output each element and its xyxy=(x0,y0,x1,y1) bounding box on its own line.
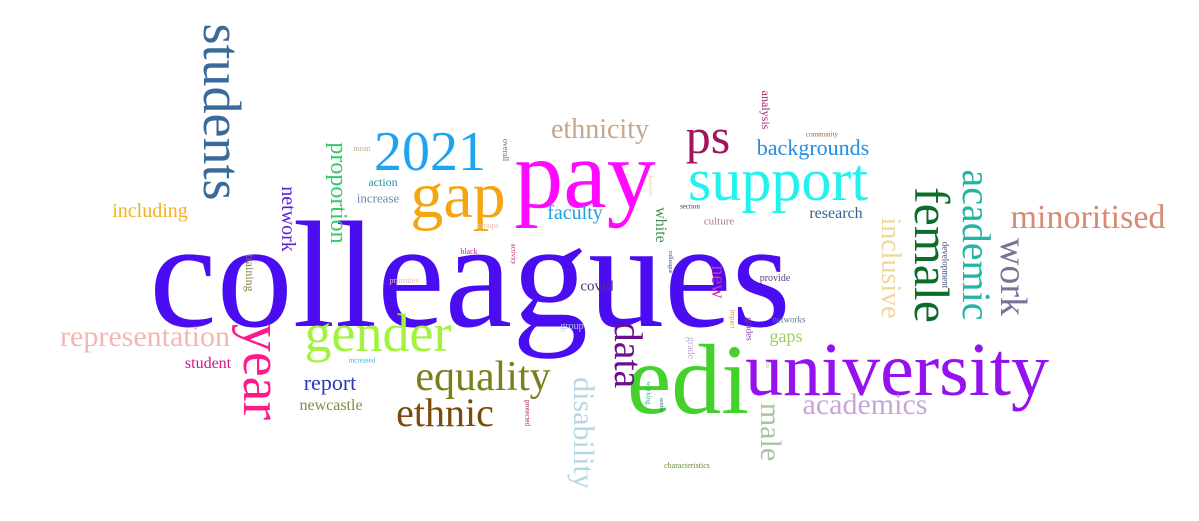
word-ethnic: ethnic xyxy=(396,390,494,435)
word-2021: 2021 xyxy=(374,121,486,183)
word-ethnicity: ethnicity xyxy=(551,114,649,145)
word-newcastle: newcastle xyxy=(299,397,363,414)
word-work: work xyxy=(992,237,1034,317)
word-students: students xyxy=(192,23,252,201)
word-network: network xyxy=(277,186,299,252)
word-training: training xyxy=(243,254,257,292)
word-equality: equality xyxy=(415,354,551,400)
word-covid: covid xyxy=(580,278,614,295)
word-colleague: colleague xyxy=(667,250,673,274)
word-section: section xyxy=(680,202,700,211)
word-faculty: faculty xyxy=(547,202,603,224)
word-provide: provide xyxy=(759,273,791,284)
word-lm: lm xyxy=(764,361,770,369)
word-ps: ps xyxy=(685,108,731,164)
word-culture: culture xyxy=(703,215,735,228)
word-university: university xyxy=(745,328,1049,412)
word-backgrounds: backgrounds xyxy=(756,135,870,160)
word-senior: senior xyxy=(658,397,664,413)
word-student: student xyxy=(184,355,232,372)
word-disability: disability xyxy=(567,377,600,489)
word-analysis: analysis xyxy=(759,90,773,130)
word-gap: gap xyxy=(410,159,506,232)
word-proportion: proportion xyxy=(325,142,351,244)
word-research: research xyxy=(809,205,863,222)
word-activity: activity xyxy=(509,243,518,265)
word-priorities: priorities xyxy=(389,276,419,285)
word-data: data xyxy=(606,321,651,389)
word-new: new xyxy=(707,265,729,299)
word-grades: grades xyxy=(744,317,755,341)
word-protected: protected xyxy=(523,399,532,427)
word-black: black xyxy=(460,247,478,256)
word-community: community xyxy=(806,130,838,139)
word-development: development xyxy=(940,241,951,289)
word-representation: representation xyxy=(60,320,230,353)
word-edi: edi xyxy=(626,324,750,435)
word-groups: groups xyxy=(477,221,499,230)
word-academic: academic xyxy=(954,169,999,321)
word-minoritised: minoritised xyxy=(1010,199,1166,236)
word-networks: networks xyxy=(772,314,806,325)
word-working: working xyxy=(644,381,653,405)
word-pay: pay xyxy=(514,121,656,229)
word-action: action xyxy=(368,175,398,189)
word-academics: academics xyxy=(802,388,928,421)
word-year: year xyxy=(231,323,293,421)
word-including: including xyxy=(112,200,188,222)
word-gender: gender xyxy=(304,303,452,363)
word-group: group xyxy=(560,321,584,332)
word-male: male xyxy=(754,402,787,462)
word-report: report xyxy=(303,370,357,395)
word-however: however xyxy=(647,175,653,197)
word-mean: mean xyxy=(353,144,371,153)
word-white: white xyxy=(652,207,669,243)
word-gaps: gaps xyxy=(769,326,803,346)
word-overall: overall xyxy=(501,138,510,162)
word-increased: increased xyxy=(348,356,376,365)
word-characteristics: characteristics xyxy=(664,461,710,470)
word-support: support xyxy=(688,147,868,213)
word-grade: grade xyxy=(685,336,696,360)
word-colleagues: colleagues xyxy=(149,191,791,359)
word-inclusive: inclusive xyxy=(875,217,906,319)
word-increase: increase xyxy=(356,190,400,206)
word-impact: impact xyxy=(728,309,737,329)
